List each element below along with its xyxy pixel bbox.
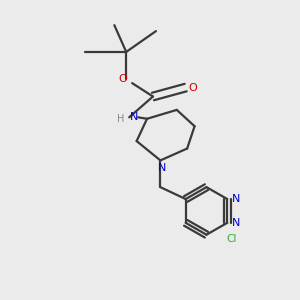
- Text: N: N: [231, 194, 240, 204]
- Text: O: O: [119, 74, 128, 84]
- Text: N: N: [130, 112, 138, 122]
- Text: H: H: [117, 114, 124, 124]
- Text: O: O: [189, 82, 197, 93]
- Text: Cl: Cl: [226, 234, 237, 244]
- Text: N: N: [158, 163, 166, 173]
- Text: N: N: [231, 218, 240, 228]
